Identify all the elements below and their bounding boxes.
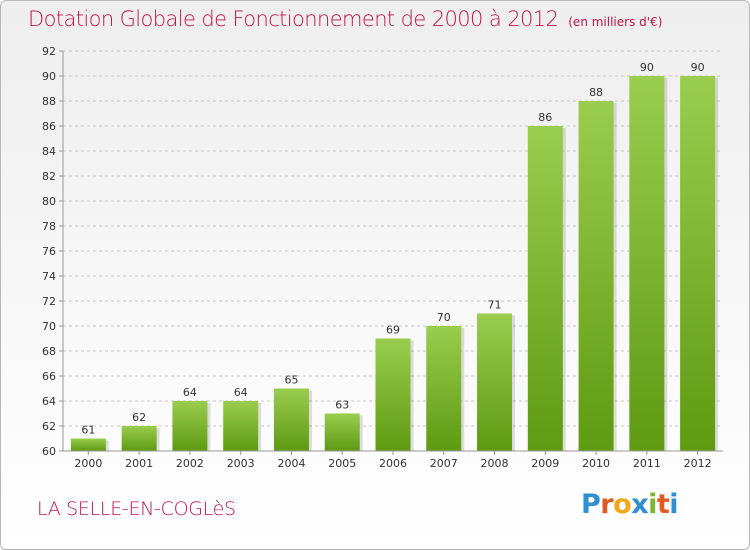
y-tick-label: 68 <box>42 345 56 358</box>
x-tick-label: 2005 <box>328 457 356 470</box>
y-tick-label: 88 <box>42 95 56 108</box>
logo-letter: r <box>600 489 614 520</box>
bar-value-label: 64 <box>183 386 197 399</box>
x-tick-label: 2003 <box>227 457 255 470</box>
bar <box>578 101 614 451</box>
y-tick-label: 62 <box>42 420 56 433</box>
y-tick-label: 92 <box>42 45 56 58</box>
bar-value-label: 63 <box>335 399 349 412</box>
x-tick-label: 2001 <box>125 457 153 470</box>
x-tick-label: 2006 <box>379 457 407 470</box>
x-tick-label: 2010 <box>582 457 610 470</box>
chart-unit-label: (en milliers d'€) <box>568 15 663 29</box>
x-tick-label: 2008 <box>481 457 509 470</box>
y-tick-label: 84 <box>42 145 56 158</box>
bar <box>223 401 259 451</box>
bar-value-label: 90 <box>640 61 654 74</box>
bar <box>121 426 157 451</box>
y-tick-label: 80 <box>42 195 56 208</box>
axes: 60 62 64 66 68 70 72 74 76 78 80 82 84 86 88 90 92 2000 20… <box>42 45 723 470</box>
bars <box>70 76 719 451</box>
proxiti-logo[interactable]: Proxiti <box>581 489 679 520</box>
bar-value-label: 88 <box>589 86 603 99</box>
x-tick-label: 2009 <box>531 457 559 470</box>
y-tick-label: 82 <box>42 170 56 183</box>
x-tick-label: 2002 <box>176 457 204 470</box>
bar-value-label: 64 <box>234 386 248 399</box>
bar <box>680 76 716 451</box>
x-tick-label: 2004 <box>277 457 305 470</box>
data-labels: 61 62 64 64 65 63 69 70 71 86 88 90 90 <box>81 61 704 437</box>
bar-value-label: 62 <box>132 411 146 424</box>
bar <box>375 338 411 451</box>
y-tick-label: 86 <box>42 120 56 133</box>
y-tick-label: 72 <box>42 295 56 308</box>
logo-letter: i <box>669 489 679 520</box>
city-name: LA SELLE-EN-COGLèS <box>37 498 236 520</box>
bar-value-label: 90 <box>691 61 705 74</box>
bar <box>629 76 665 451</box>
title-row: Dotation Globale de Fonctionnement de 20… <box>28 7 662 31</box>
logo-letter: t <box>656 489 670 520</box>
y-tick-label: 76 <box>42 245 56 258</box>
bar-value-label: 86 <box>538 111 552 124</box>
x-tick-label: 2007 <box>430 457 458 470</box>
bar <box>70 438 106 451</box>
y-tick-label: 78 <box>42 220 56 233</box>
bar <box>527 126 563 451</box>
bar-value-label: 61 <box>81 424 95 437</box>
logo-letter: P <box>581 489 601 520</box>
y-tick-label: 64 <box>42 395 56 408</box>
logo-letter: x <box>631 489 649 520</box>
bar <box>477 313 513 451</box>
y-tick-label: 74 <box>42 270 56 283</box>
x-tick-label: 2012 <box>684 457 712 470</box>
bar <box>172 401 208 451</box>
x-tick-label: 2000 <box>74 457 102 470</box>
logo-letter: i <box>648 489 657 520</box>
bar <box>426 326 462 451</box>
y-tick-label: 66 <box>42 370 56 383</box>
y-tick-label: 90 <box>42 70 56 83</box>
bar <box>324 413 360 451</box>
y-tick-label: 60 <box>42 445 56 458</box>
bar-value-label: 65 <box>284 374 298 387</box>
bar-value-label: 70 <box>437 311 451 324</box>
x-tick-label: 2011 <box>633 457 661 470</box>
y-tick-label: 70 <box>42 320 56 333</box>
bar-value-label: 71 <box>488 299 502 312</box>
bar <box>273 388 309 451</box>
chart-title: Dotation Globale de Fonctionnement de 20… <box>28 7 559 31</box>
bar-value-label: 69 <box>386 324 400 337</box>
logo-letter: o <box>613 489 632 520</box>
